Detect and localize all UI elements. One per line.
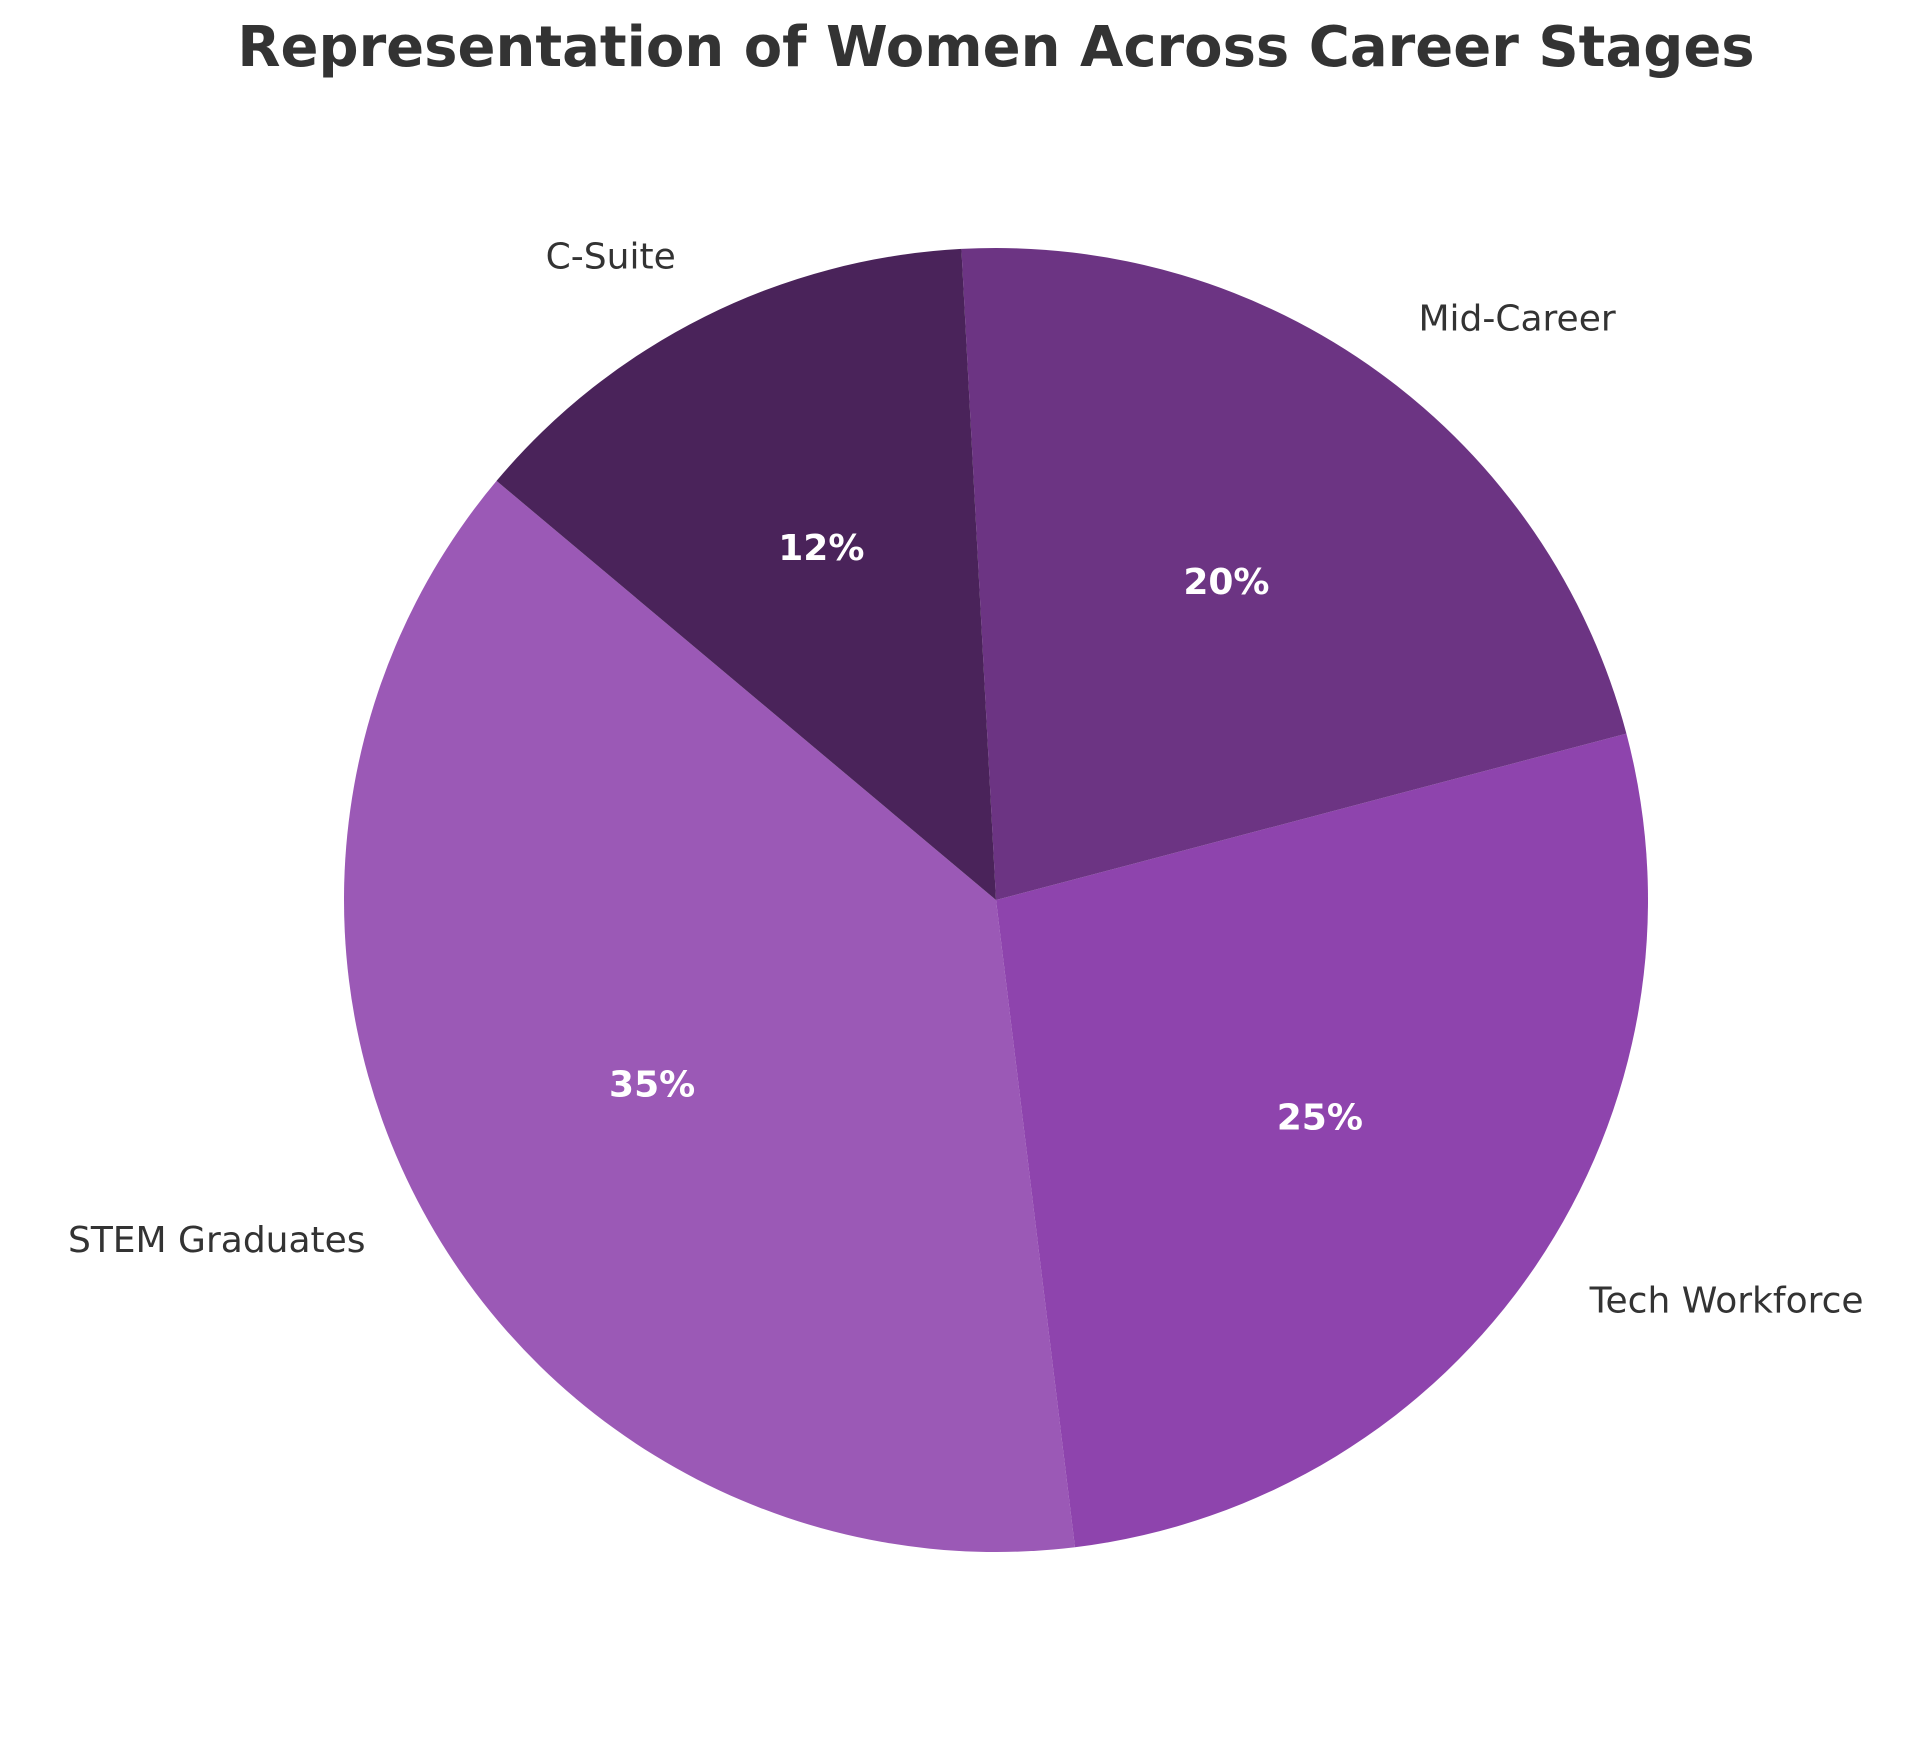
pie-slice-c-suite: [496, 248, 996, 901]
pie-slice-mid-career: [961, 248, 1627, 901]
pie-slices: [344, 248, 1648, 1552]
slice-percent-label: 35%: [609, 1065, 695, 1106]
pie-labels: STEM Graduates 35% Tech Workforce 25% Mid-Ca…: [68, 236, 1864, 1321]
chart-title: Representation of Women Across Career St…: [237, 15, 1754, 80]
slice-percent-label: 12%: [778, 528, 864, 569]
slice-label: Mid-Career: [1418, 298, 1615, 339]
slice-percent-label: 20%: [1183, 562, 1269, 603]
slice-label: C-Suite: [546, 236, 676, 277]
pie-slice-stem-graduates: [344, 480, 1075, 1552]
slice-percent-label: 25%: [1277, 1097, 1363, 1138]
slice-label: Tech Workforce: [1589, 1280, 1864, 1321]
slice-label: STEM Graduates: [68, 1220, 366, 1261]
pie-slice-tech-workforce: [996, 733, 1648, 1548]
